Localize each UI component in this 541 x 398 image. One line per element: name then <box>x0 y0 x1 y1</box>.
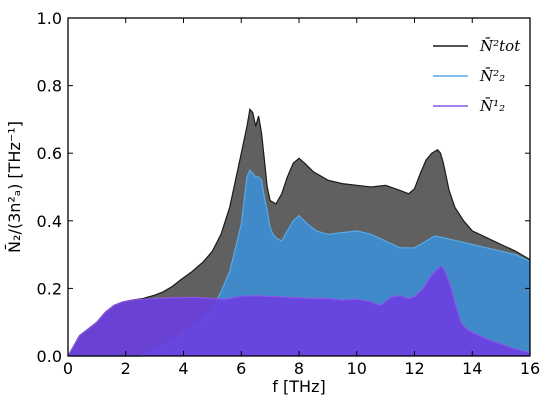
x-tick-label: 10 <box>347 359 367 378</box>
y-axis-label: N̄₂/(3n²ₐ) [THz⁻¹] <box>5 121 24 253</box>
y-tick-label: 0.4 <box>37 212 62 231</box>
x-tick-label: 14 <box>462 359 482 378</box>
x-tick-label: 0 <box>63 359 73 378</box>
x-axis-label: f [THz] <box>272 377 325 396</box>
x-tick-label: 2 <box>121 359 131 378</box>
series-areas <box>67 107 531 357</box>
y-tick-label: 0.2 <box>37 279 62 298</box>
y-axis-ticks: 0.0 0.2 0.4 0.6 0.8 1.0 <box>37 9 530 366</box>
x-tick-label: 16 <box>520 359 540 378</box>
x-axis-ticks: 0 2 4 6 8 10 12 14 16 <box>63 18 540 378</box>
x-tick-label: 4 <box>178 359 188 378</box>
legend: N̄²tot N̄²₂ N̄¹₂ <box>433 37 521 115</box>
legend-label-1: N̄²tot <box>479 37 521 55</box>
x-tick-label: 6 <box>236 359 246 378</box>
legend-label-2: N̄²₂ <box>479 67 505 85</box>
series-area-3 <box>68 266 530 356</box>
y-tick-label: 1.0 <box>37 9 62 28</box>
series-line-3 <box>67 265 531 357</box>
x-tick-label: 12 <box>404 359 424 378</box>
y-tick-label: 0.6 <box>37 144 62 163</box>
legend-label-3: N̄¹₂ <box>479 97 505 115</box>
y-tick-label: 0.8 <box>37 77 62 96</box>
series-line-1 <box>67 107 531 357</box>
y-tick-label: 0.0 <box>37 347 62 366</box>
x-tick-label: 8 <box>294 359 304 378</box>
